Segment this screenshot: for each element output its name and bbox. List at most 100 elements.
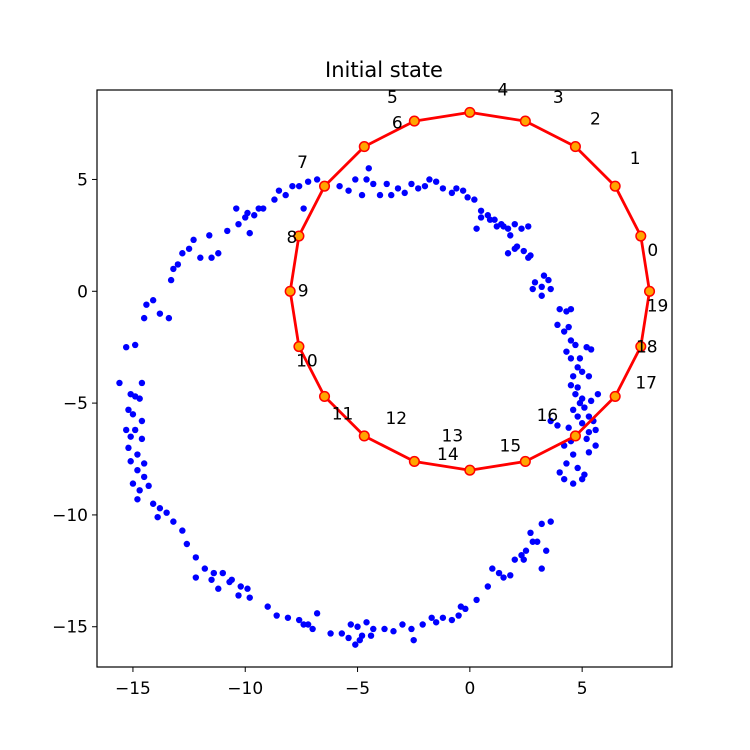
scatter-point: [419, 621, 426, 628]
scatter-point: [522, 547, 530, 554]
scatter-point: [129, 411, 137, 418]
scatter-point: [527, 529, 534, 537]
scatter-point: [210, 569, 217, 577]
scatter-point: [578, 420, 586, 427]
scatter-point: [493, 223, 501, 230]
y-tick-label: −15: [52, 618, 88, 638]
scatter-point: [154, 513, 161, 521]
scatter-point: [565, 424, 572, 431]
scatter-point: [336, 182, 343, 190]
scatter-point: [192, 554, 200, 561]
scatter-point: [138, 379, 146, 387]
scatter-point: [125, 406, 132, 414]
scatter-point: [547, 417, 554, 425]
y-tick-label: −5: [63, 394, 88, 414]
path-node: [635, 230, 647, 242]
scatter-point: [538, 283, 545, 291]
node-label: 7: [297, 153, 308, 173]
scatter-point: [235, 592, 242, 599]
x-tick-label: −15: [115, 679, 151, 699]
scatter-point: [477, 207, 485, 214]
scatter-point: [585, 373, 593, 380]
scatter-point: [587, 397, 595, 405]
scatter-point: [284, 614, 292, 621]
scatter-point: [585, 449, 593, 456]
scatter-point: [345, 187, 352, 194]
scatter-point: [167, 276, 175, 284]
scatter-point: [383, 180, 390, 188]
scatter-point: [507, 232, 514, 239]
path-node: [643, 285, 656, 297]
scatter-point: [525, 254, 532, 261]
scatter-point: [511, 245, 518, 252]
scatter-point: [131, 426, 139, 434]
scatter-point: [464, 194, 471, 201]
scatter-point: [545, 276, 552, 284]
scatter-point: [174, 261, 182, 268]
scatter-point: [543, 547, 550, 554]
path-node: [408, 115, 420, 127]
scatter-point: [215, 585, 222, 592]
node-label: 16: [537, 406, 559, 426]
path-node: [635, 340, 647, 353]
scatter-point: [477, 214, 485, 221]
scatter-point: [138, 435, 146, 443]
scatter-point: [127, 433, 134, 440]
scatter-point: [563, 460, 570, 467]
scatter-point: [453, 185, 460, 192]
scatter-point: [486, 216, 494, 223]
scatter-point: [282, 191, 289, 199]
scatter-point: [192, 574, 200, 581]
scatter-point: [179, 250, 186, 257]
scatter-point: [495, 569, 503, 577]
scatter-point: [520, 247, 527, 255]
scatter-point: [520, 556, 527, 563]
path-node: [464, 464, 476, 476]
scatter-point: [365, 165, 372, 172]
x-tick-label: 5: [577, 679, 588, 699]
scatter-point: [408, 625, 415, 633]
scatter-point: [354, 623, 361, 630]
scatter-point: [136, 395, 143, 402]
scatter-point: [428, 614, 435, 621]
scatter-point: [125, 444, 132, 452]
scatter-point: [511, 556, 518, 563]
scatter-point: [140, 473, 148, 481]
scatter-point: [116, 379, 123, 387]
scatter-point: [574, 384, 581, 391]
scatter-point: [408, 180, 415, 188]
scatter-point: [578, 395, 586, 402]
scatter-point: [163, 509, 170, 516]
scatter-point: [304, 178, 312, 185]
path-node: [519, 115, 531, 127]
path-node: [408, 455, 420, 468]
node-label: 17: [635, 373, 657, 393]
scatter-point: [538, 520, 545, 528]
scatter-point: [504, 250, 512, 257]
scatter-point: [376, 191, 384, 199]
x-tick-label: −5: [345, 679, 370, 699]
scatter-point: [574, 364, 581, 371]
scatter-point: [300, 621, 307, 628]
node-label: 2: [590, 110, 601, 130]
scatter-point: [363, 619, 370, 626]
path-node: [358, 141, 370, 153]
scatter-point: [313, 176, 321, 183]
y-tick-label: −10: [52, 506, 88, 526]
scatter-point: [394, 185, 402, 192]
scatter-point: [367, 632, 375, 639]
scatter-point: [134, 496, 141, 503]
scatter-point: [574, 413, 581, 420]
scatter-point: [300, 205, 307, 212]
scatter-point: [554, 321, 561, 329]
scatter-point: [455, 612, 462, 619]
scatter-point: [131, 341, 139, 349]
scatter-point: [574, 464, 581, 472]
scatter-point: [484, 583, 492, 590]
scatter-point: [572, 341, 579, 349]
scatter-point: [560, 475, 568, 483]
scatter-point: [185, 245, 193, 252]
node-label: 3: [553, 88, 564, 108]
scatter-point: [358, 191, 366, 199]
scatter-point: [244, 585, 251, 592]
